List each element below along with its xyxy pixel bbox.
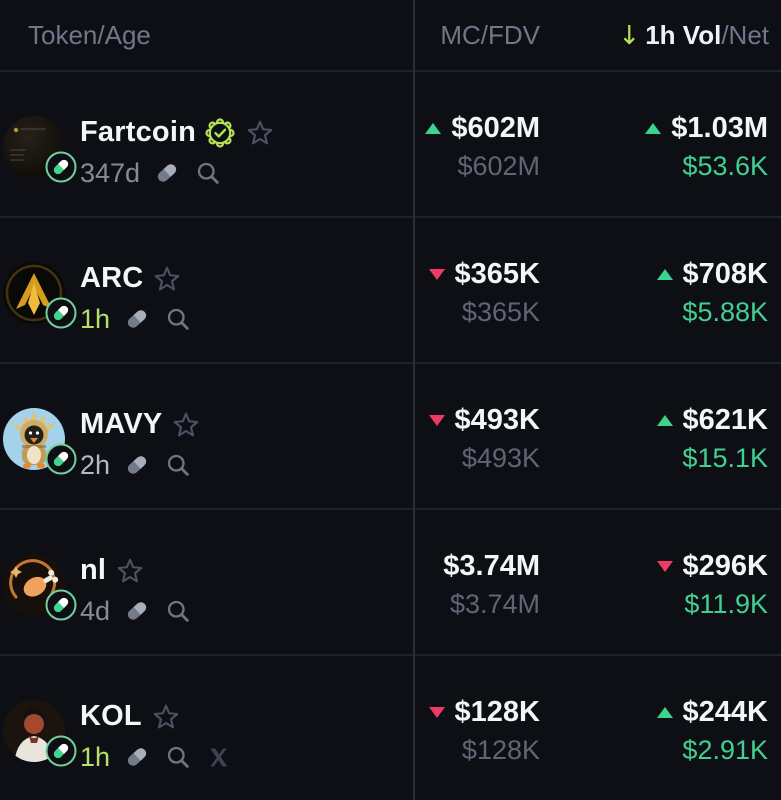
vol-sort-label[interactable]: 1h Vol: [645, 19, 722, 50]
down-arrow-icon: [428, 414, 445, 426]
token-avatar-wrap: [2, 115, 80, 183]
star-icon[interactable]: [171, 410, 201, 440]
mavy-avatar[interactable]: [2, 407, 66, 471]
token-row-kol[interactable]: KOL 1h: [0, 654, 781, 800]
fdv-value: $365K: [461, 296, 540, 327]
token-age: 4d: [80, 595, 111, 626]
up-arrow-icon: [645, 122, 662, 134]
pump-pill-badge-icon: [45, 735, 77, 767]
net-value: $15.1K: [682, 442, 768, 473]
star-icon[interactable]: [115, 556, 145, 586]
token-row-fartcoin[interactable]: Fartcoin: [0, 70, 781, 216]
net-value: $5.88K: [682, 296, 768, 327]
column-header-token-age: Token/Age: [28, 19, 151, 50]
volume-value: $1.03M: [671, 111, 768, 144]
search-icon[interactable]: [164, 305, 192, 333]
sort-desc-icon: ↓: [618, 20, 641, 51]
up-arrow-icon: [656, 414, 673, 426]
up-arrow-icon: [656, 706, 673, 718]
token-row-nl[interactable]: nl 4d: [0, 508, 781, 654]
fdv-value: $3.74M: [449, 588, 540, 619]
token-age: 1h: [80, 741, 111, 772]
search-icon[interactable]: [164, 451, 192, 479]
fdv-value: $128K: [461, 734, 540, 765]
token-avatar-wrap: [2, 699, 80, 767]
table-header: Token/Age MC/FDV ↓ 1h Vol/Net: [0, 0, 781, 70]
volume-value: $296K: [682, 549, 768, 582]
token-avatar-wrap: [2, 553, 80, 621]
pill-icon[interactable]: [123, 305, 151, 333]
column-header-mc-fdv[interactable]: MC/FDV: [440, 19, 540, 50]
net-value: $11.9K: [684, 588, 768, 619]
token-name: ARC: [80, 261, 144, 294]
column-divider: [413, 0, 415, 800]
pump-pill-badge-icon: [45, 151, 77, 183]
volume-value: $621K: [682, 403, 768, 436]
verified-icon: [205, 118, 235, 148]
pump-pill-badge-icon: [45, 443, 77, 475]
token-name: KOL: [80, 699, 142, 732]
down-arrow-icon: [428, 268, 445, 280]
up-arrow-icon: [425, 122, 442, 134]
token-row-arc[interactable]: ARC 1h: [0, 216, 781, 362]
token-avatar-wrap: [2, 407, 80, 475]
fdv-value: $493K: [461, 442, 540, 473]
market-cap-value: $128K: [454, 695, 540, 728]
star-icon[interactable]: [151, 702, 181, 732]
pill-icon[interactable]: [153, 159, 181, 187]
volume-value: $244K: [682, 695, 768, 728]
token-age: 347d: [80, 157, 141, 188]
token-name: Fartcoin: [80, 115, 196, 148]
star-icon[interactable]: [245, 118, 275, 148]
net-value: $53.6K: [682, 150, 768, 181]
star-icon[interactable]: [152, 264, 182, 294]
token-row-mavy[interactable]: MAVY 2h: [0, 362, 781, 508]
token-age: 1h: [80, 303, 111, 334]
search-icon[interactable]: [164, 597, 192, 625]
token-age: 2h: [80, 449, 111, 480]
market-cap-value: $493K: [454, 403, 540, 436]
market-cap-value: $602M: [451, 111, 540, 144]
pill-icon[interactable]: [123, 743, 151, 771]
token-name: MAVY: [80, 407, 163, 440]
fdv-value: $602M: [457, 150, 540, 181]
search-icon[interactable]: [194, 159, 222, 187]
column-header-vol-net[interactable]: ↓ 1h Vol/Net: [540, 20, 781, 51]
token-avatar-wrap: [2, 261, 80, 329]
pill-icon[interactable]: [123, 451, 151, 479]
pump-pill-badge-icon: [45, 589, 77, 621]
volume-value: $708K: [682, 257, 768, 290]
token-name: nl: [80, 553, 107, 586]
up-arrow-icon: [656, 268, 673, 280]
net-value: $2.91K: [682, 734, 768, 765]
search-icon[interactable]: [164, 743, 192, 771]
x-icon[interactable]: [205, 744, 232, 771]
net-label[interactable]: /Net: [721, 19, 769, 50]
down-arrow-icon: [428, 706, 445, 718]
pump-pill-badge-icon: [45, 297, 77, 329]
pill-icon[interactable]: [123, 597, 151, 625]
down-arrow-icon: [656, 560, 673, 572]
market-cap-value: $365K: [454, 257, 540, 290]
market-cap-value: $3.74M: [443, 549, 540, 582]
